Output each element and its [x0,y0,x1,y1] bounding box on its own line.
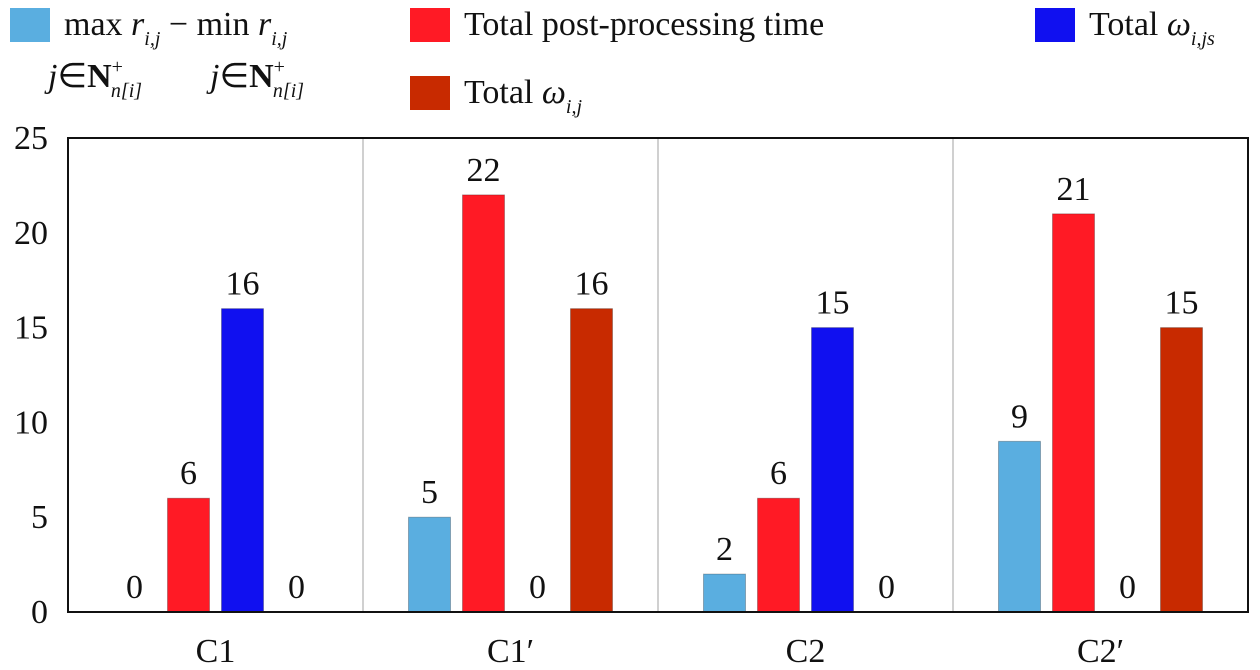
legend-r-sub-1: i,j [144,28,161,50]
data-label-series-2-cat-0: 16 [226,266,260,303]
legend-in-symbol-2: ∈ [219,58,250,95]
data-label-series-0-cat-1: 5 [421,474,438,511]
legend-swatch-omega-j [410,76,450,110]
bar-series-3-cat-1 [570,308,613,613]
legend-label-post-processing: Total post-processing time [464,6,825,43]
legend-item-post-processing: Total post-processing time [410,6,824,46]
legend-range-condition-2: j∈N+n[i] [210,56,304,102]
legend-N-sub-2: n[i] [272,80,305,102]
y-tick-label: 25 [14,120,48,157]
legend-r-var-1: r [131,6,145,43]
category-separators [362,138,954,612]
legend-omega-sub-3: i,js [1190,28,1215,50]
y-tick-label: 10 [14,404,48,441]
bars-group [167,194,1203,613]
data-label-series-0-cat-3: 9 [1011,398,1028,435]
data-label-series-1-cat-0: 6 [180,455,197,492]
y-tick-label: 20 [14,215,48,252]
legend-j-var-2: j [210,58,220,95]
x-axis-categories: C1 C1′ C2 C2′ [196,633,1124,670]
data-label-series-1-cat-1: 22 [467,152,501,189]
data-label-series-1-cat-3: 21 [1057,171,1091,208]
y-tick-label: 5 [31,499,48,536]
legend-label-omega-j: Total ωi,j [464,74,583,118]
legend-item-omega-j: Total ωi,j [410,74,583,118]
legend-label-omega-js: Total ωi,js [1089,6,1215,50]
legend-N-sup-1: + [111,56,123,78]
legend-item-range: max ri,j − min ri,j [10,6,288,50]
bar-series-2-cat-0 [221,308,264,613]
legend-swatch-post-processing [410,8,450,42]
legend-omega-3: ω [1166,6,1191,43]
legend-label-range: max ri,j − min ri,j [64,6,288,50]
bar-series-0-cat-3 [998,440,1041,613]
legend-r-sub-2: i,j [271,28,288,50]
x-category-label: C1′ [487,633,534,670]
bar-series-0-cat-1 [408,516,451,613]
bar-series-1-cat-2 [757,497,800,613]
data-label-series-2-cat-2: 15 [816,285,850,322]
plot-frame [67,137,1249,613]
data-label-series-3-cat-3: 15 [1165,285,1199,322]
legend-range-condition-1: j∈N+n[i] [48,56,142,102]
data-label-series-0-cat-2: 2 [716,531,733,568]
legend-total-word-3: Total [1089,6,1167,43]
legend-r-var-2: r [258,6,272,43]
bar-series-1-cat-1 [462,194,505,613]
legend-swatch-omega-js [1035,8,1075,42]
legend-in-symbol-1: ∈ [57,58,88,95]
data-label-series-2-cat-1: 0 [529,569,546,606]
data-label-series-2-cat-3: 0 [1119,569,1136,606]
legend-min-word: min [196,6,250,43]
bar-series-0-cat-2 [703,573,746,613]
y-tick-label: 0 [31,594,48,631]
legend-j-var-1: j [48,58,58,95]
legend-omega-4: ω [541,74,566,111]
legend-N-symbol-1: N [87,58,112,95]
legend-N-sub-1: n[i] [110,80,143,102]
legend-item-omega-js: Total ωi,js [1035,6,1215,50]
data-label-series-3-cat-1: 16 [575,266,609,303]
legend-omega-sub-4: i,j [565,96,583,118]
y-axis-ticks: 0 5 10 15 20 25 [14,120,48,631]
legend-N-sup-2: + [273,56,285,78]
legend-N-symbol-2: N [249,58,274,95]
x-category-label: C2′ [1077,633,1124,670]
bar-series-1-cat-3 [1052,213,1095,613]
data-label-series-0-cat-0: 0 [126,569,143,606]
x-category-label: C1 [196,633,236,670]
y-tick-label: 15 [14,310,48,347]
data-label-series-1-cat-2: 6 [770,455,787,492]
data-label-series-3-cat-2: 0 [878,569,895,606]
data-label-series-3-cat-0: 0 [288,569,305,606]
bar-series-3-cat-3 [1160,327,1203,613]
x-category-label: C2 [786,633,826,670]
bar-series-1-cat-0 [167,497,210,613]
legend-minus: − [160,6,197,43]
legend-swatch-range [10,8,50,42]
legend-max-word: max [64,6,123,43]
bar-series-2-cat-2 [811,327,854,613]
data-labels-group: 0 6 16 0 5 22 0 16 2 6 15 0 9 21 0 15 [126,152,1199,606]
legend-total-word-4: Total [464,74,542,111]
